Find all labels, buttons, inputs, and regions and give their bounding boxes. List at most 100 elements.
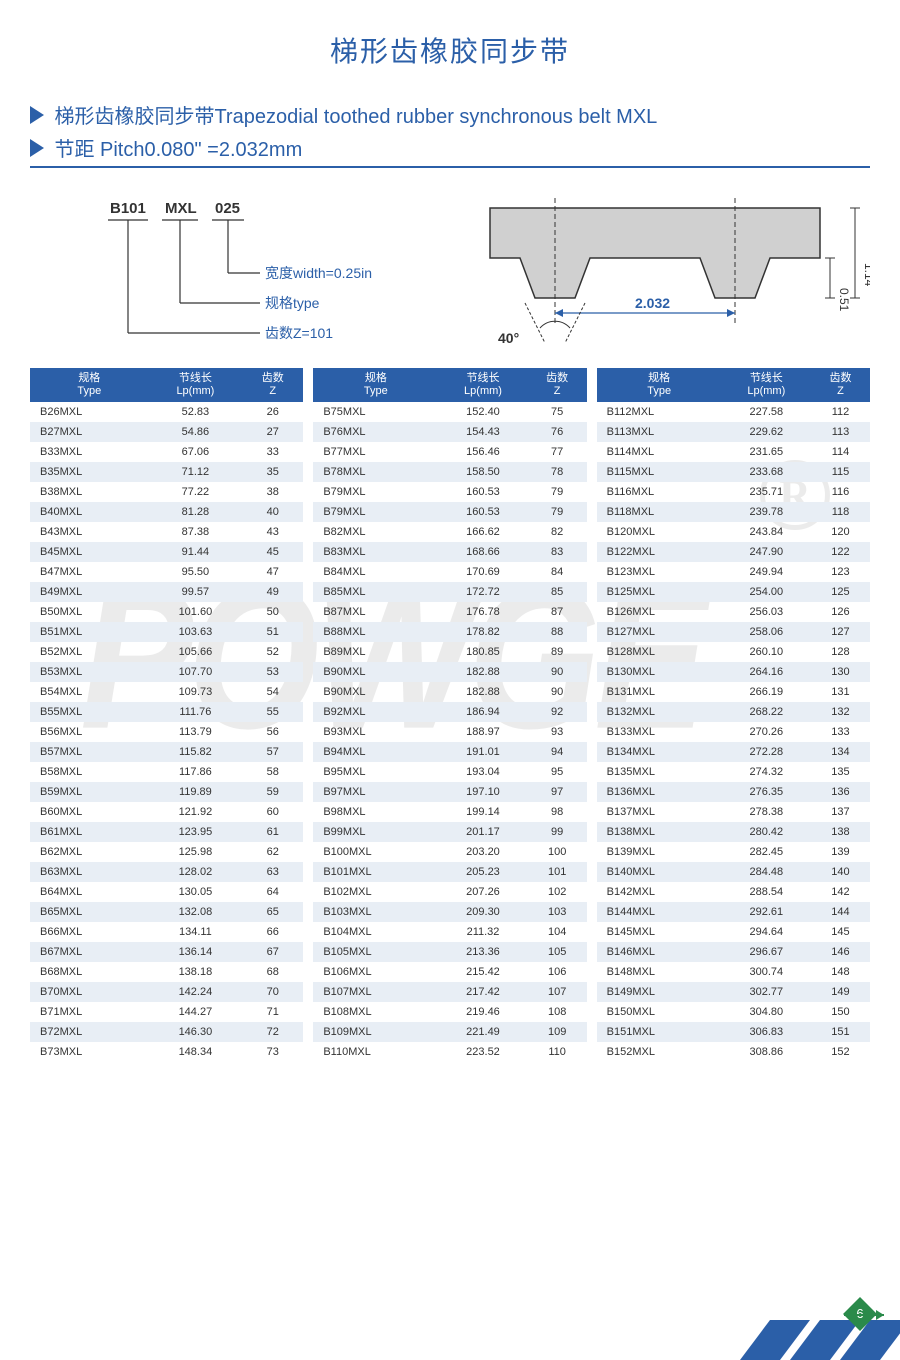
cell-lp: 128.02: [149, 862, 243, 882]
cell-lp: 221.49: [438, 1022, 527, 1042]
cell-lp: 148.34: [149, 1042, 243, 1062]
cell-type: B123MXL: [597, 562, 722, 582]
table-row: B60MXL121.9260: [30, 802, 303, 822]
table-row: B85MXL172.7285: [313, 582, 586, 602]
profile-angle-label: 40°: [498, 330, 519, 346]
table-row: B38MXL77.2238: [30, 482, 303, 502]
cell-type: B95MXL: [313, 762, 438, 782]
cell-type: B38MXL: [30, 482, 149, 502]
cell-lp: 209.30: [438, 902, 527, 922]
cell-type: B94MXL: [313, 742, 438, 762]
cell-z: 95: [528, 762, 587, 782]
cell-type: B84MXL: [313, 562, 438, 582]
cell-z: 56: [242, 722, 303, 742]
cell-z: 45: [242, 542, 303, 562]
cell-lp: 130.05: [149, 882, 243, 902]
cell-type: B136MXL: [597, 782, 722, 802]
cell-lp: 121.92: [149, 802, 243, 822]
cell-lp: 156.46: [438, 442, 527, 462]
cell-type: B83MXL: [313, 542, 438, 562]
table-row: B43MXL87.3843: [30, 522, 303, 542]
table-row: B45MXL91.4445: [30, 542, 303, 562]
cell-type: B77MXL: [313, 442, 438, 462]
cell-z: 150: [811, 1002, 870, 1022]
table-row: B144MXL292.61144: [597, 902, 870, 922]
cell-type: B90MXL: [313, 682, 438, 702]
cell-lp: 249.94: [722, 562, 811, 582]
cell-lp: 158.50: [438, 462, 527, 482]
cell-z: 55: [242, 702, 303, 722]
cell-lp: 160.53: [438, 502, 527, 522]
cell-z: 137: [811, 802, 870, 822]
cell-z: 148: [811, 962, 870, 982]
cell-lp: 233.68: [722, 462, 811, 482]
cell-lp: 99.57: [149, 582, 243, 602]
table-row: B140MXL284.48140: [597, 862, 870, 882]
cell-type: B63MXL: [30, 862, 149, 882]
cell-type: B109MXL: [313, 1022, 438, 1042]
cell-type: B90MXL: [313, 662, 438, 682]
cell-type: B135MXL: [597, 762, 722, 782]
table-row: B112MXL227.58112: [597, 402, 870, 422]
cell-z: 114: [811, 442, 870, 462]
cell-lp: 203.20: [438, 842, 527, 862]
cell-lp: 54.86: [149, 422, 243, 442]
table-row: B108MXL219.46108: [313, 1002, 586, 1022]
table-row: B89MXL180.8589: [313, 642, 586, 662]
spec-tables-container: 规格Type节线长Lp(mm)齿数ZB26MXL52.8326B27MXL54.…: [30, 368, 870, 1062]
cell-z: 49: [242, 582, 303, 602]
table-row: B125MXL254.00125: [597, 582, 870, 602]
table-row: B152MXL308.86152: [597, 1042, 870, 1062]
table-row: B151MXL306.83151: [597, 1022, 870, 1042]
table-row: B62MXL125.9862: [30, 842, 303, 862]
cell-type: B130MXL: [597, 662, 722, 682]
cell-type: B59MXL: [30, 782, 149, 802]
cell-type: B87MXL: [313, 602, 438, 622]
cell-type: B45MXL: [30, 542, 149, 562]
cell-lp: 211.32: [438, 922, 527, 942]
cell-lp: 308.86: [722, 1042, 811, 1062]
cell-z: 52: [242, 642, 303, 662]
table-row: B88MXL178.8288: [313, 622, 586, 642]
cell-z: 71: [242, 1002, 303, 1022]
table-row: B64MXL130.0564: [30, 882, 303, 902]
cell-lp: 146.30: [149, 1022, 243, 1042]
cell-lp: 239.78: [722, 502, 811, 522]
table-row: B56MXL113.7956: [30, 722, 303, 742]
cell-type: B108MXL: [313, 1002, 438, 1022]
cell-type: B126MXL: [597, 602, 722, 622]
table-row: B123MXL249.94123: [597, 562, 870, 582]
cell-lp: 270.26: [722, 722, 811, 742]
table-row: B116MXL235.71116: [597, 482, 870, 502]
cell-lp: 182.88: [438, 662, 527, 682]
cell-type: B144MXL: [597, 902, 722, 922]
table-row: B145MXL294.64145: [597, 922, 870, 942]
cell-type: B102MXL: [313, 882, 438, 902]
cell-z: 100: [528, 842, 587, 862]
table-row: B33MXL67.0633: [30, 442, 303, 462]
cell-z: 104: [528, 922, 587, 942]
cell-lp: 107.70: [149, 662, 243, 682]
table-row: B110MXL223.52110: [313, 1042, 586, 1062]
cell-lp: 243.84: [722, 522, 811, 542]
cell-z: 120: [811, 522, 870, 542]
profile-h2-label: 1.14: [862, 263, 870, 287]
table-row: B84MXL170.6984: [313, 562, 586, 582]
cell-type: B50MXL: [30, 602, 149, 622]
cell-z: 93: [528, 722, 587, 742]
cell-type: B82MXL: [313, 522, 438, 542]
table-row: B118MXL239.78118: [597, 502, 870, 522]
page-title: 梯形齿橡胶同步带: [0, 0, 900, 90]
cell-type: B103MXL: [313, 902, 438, 922]
cell-type: B137MXL: [597, 802, 722, 822]
cell-z: 87: [528, 602, 587, 622]
cell-type: B79MXL: [313, 502, 438, 522]
cell-type: B70MXL: [30, 982, 149, 1002]
code-part-3: 025: [215, 200, 240, 217]
table-row: B61MXL123.9561: [30, 822, 303, 842]
cell-z: 152: [811, 1042, 870, 1062]
cell-type: B49MXL: [30, 582, 149, 602]
cell-z: 118: [811, 502, 870, 522]
table-row: B99MXL201.1799: [313, 822, 586, 842]
table-row: B131MXL266.19131: [597, 682, 870, 702]
